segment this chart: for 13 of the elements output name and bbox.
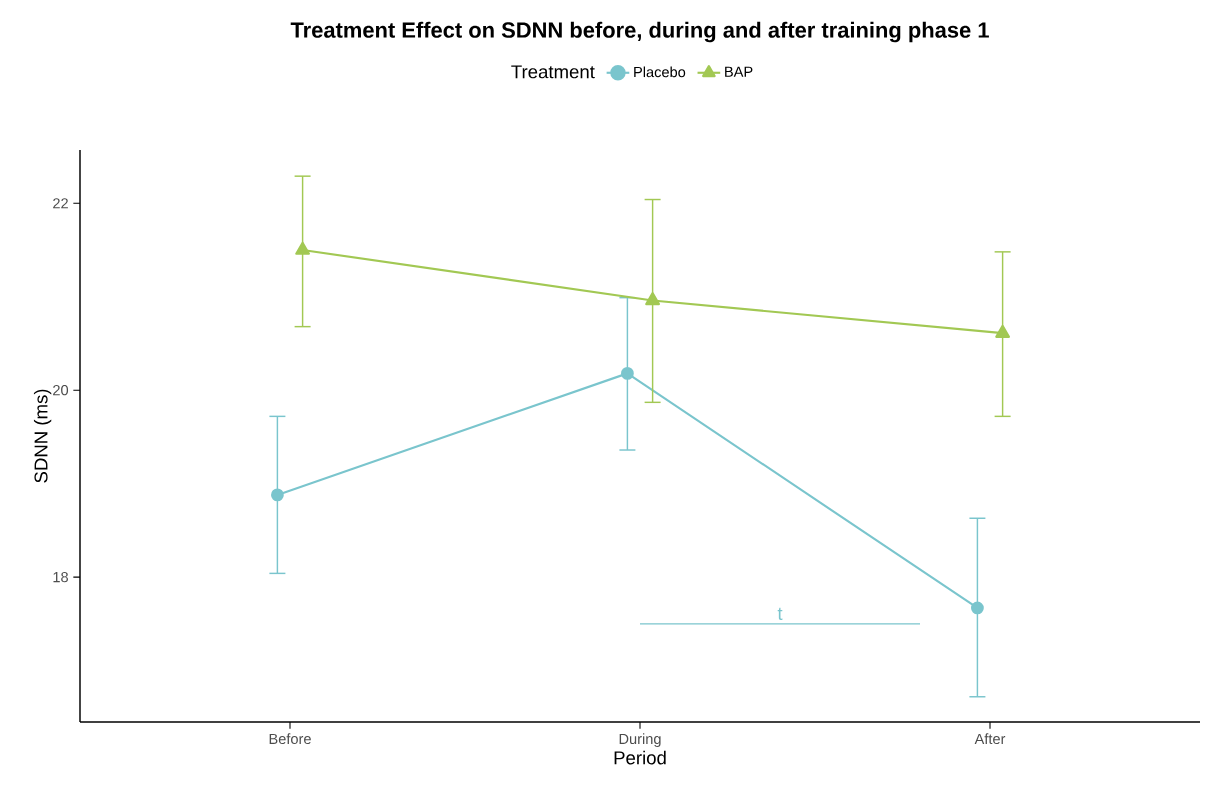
y-tick-label: 20 <box>53 385 69 396</box>
x-tick-label: During <box>619 733 661 747</box>
legend-label: BAP <box>725 66 753 77</box>
x-axis-title: Period <box>614 750 666 765</box>
legend-title: Treatment <box>511 65 595 79</box>
y-tick-label: 18 <box>53 571 68 583</box>
annotation: t <box>777 607 783 621</box>
x-tick-label: Before <box>269 733 311 745</box>
y-axis-title: SDNN (ms) <box>33 389 52 483</box>
y-tick-label: 22 <box>53 198 68 209</box>
legend-label: Placebo <box>634 66 686 78</box>
x-tick-label: After <box>974 733 1006 745</box>
chart-title: Treatment Effect on SDNN before, during and after training phase 1 <box>290 21 989 43</box>
